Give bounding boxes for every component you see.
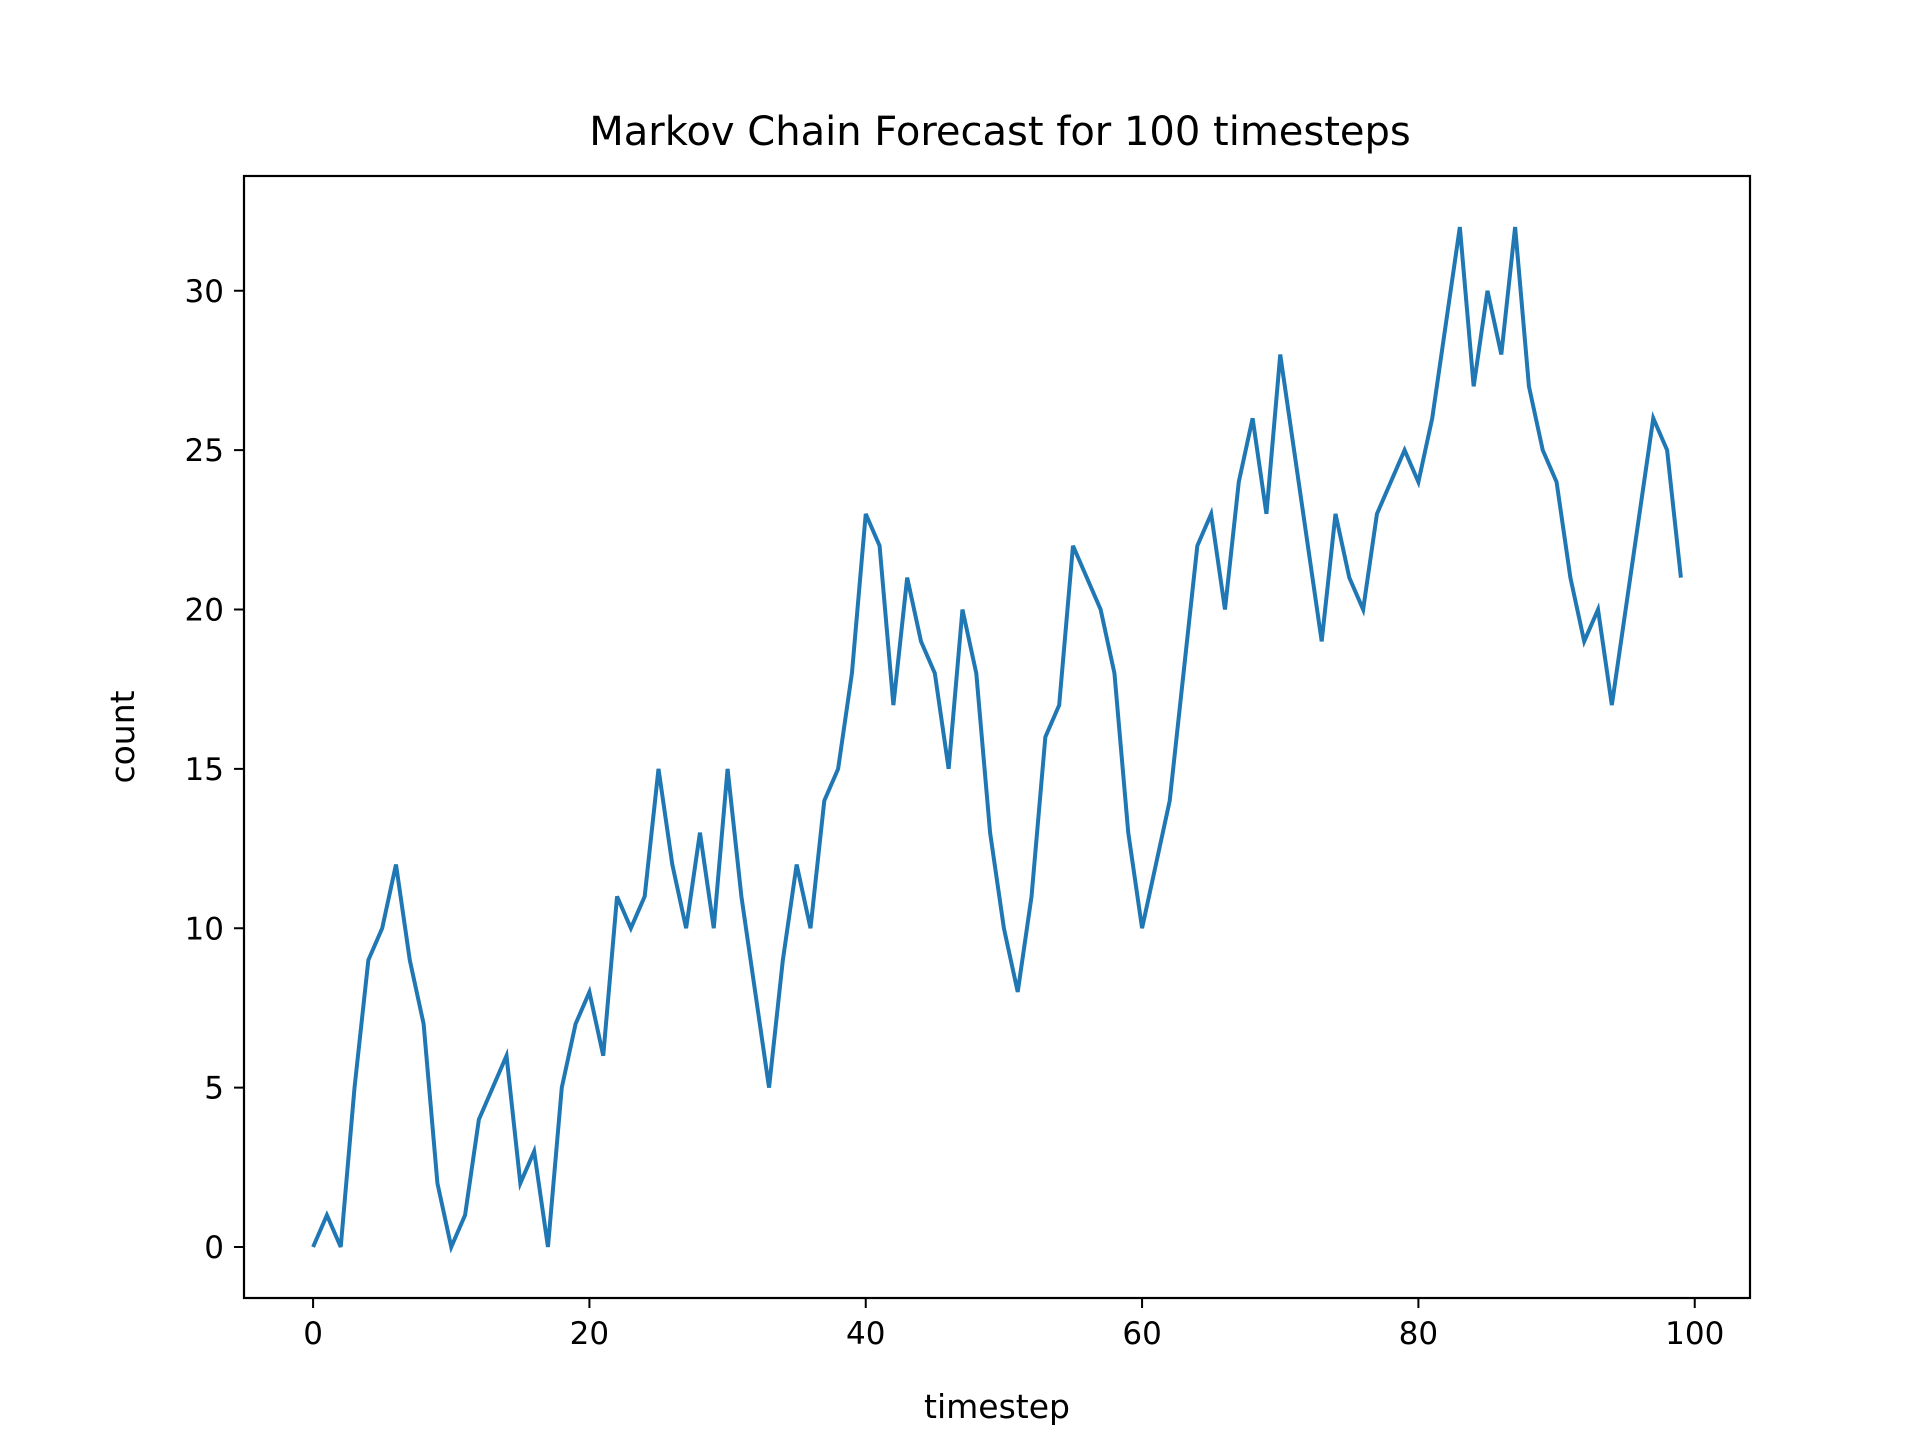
y-axis: 0 5 10 15 20 25 30 (185, 274, 244, 1266)
y-axis-title: count (103, 690, 142, 783)
x-tick-label: 100 (1665, 1316, 1724, 1352)
x-axis: 0 20 40 60 80 100 (303, 1298, 1724, 1352)
plot-area (311, 226, 1683, 1254)
x-tick-label: 20 (570, 1316, 609, 1352)
x-tick-label: 60 (1122, 1316, 1161, 1352)
y-tick-label: 20 (185, 593, 224, 629)
plot-frame (242, 174, 1752, 1300)
x-axis-title: timestep (924, 1387, 1070, 1426)
y-tick-label: 10 (185, 911, 224, 947)
chart-title: Markov Chain Forecast for 100 timesteps (589, 109, 1411, 155)
y-tick-label: 25 (185, 433, 224, 469)
y-tick-label: 30 (185, 274, 224, 310)
x-tick-label: 40 (846, 1316, 885, 1352)
y-tick-label: 0 (204, 1230, 224, 1266)
series-line (311, 226, 1683, 1254)
y-tick-label: 15 (185, 752, 224, 788)
x-tick-label: 80 (1399, 1316, 1438, 1352)
y-tick-label: 5 (204, 1071, 224, 1107)
x-tick-label: 0 (303, 1316, 323, 1352)
